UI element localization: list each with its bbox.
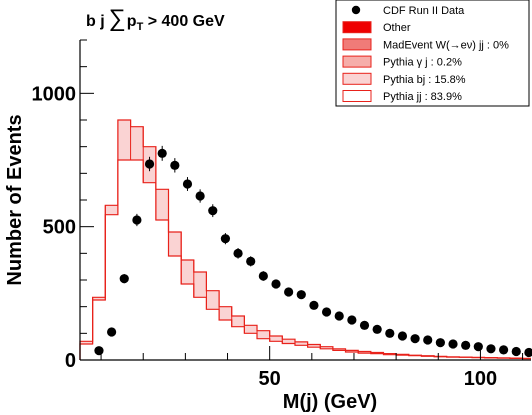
- title-p: p: [127, 13, 137, 30]
- legend-swatch: [342, 55, 372, 68]
- data-point: [246, 256, 256, 266]
- data-point: [309, 300, 319, 310]
- data-point: [271, 279, 281, 289]
- data-point: [296, 290, 306, 300]
- data-point: [170, 160, 180, 170]
- legend-label: MadEvent W(→eν) jj : 0%: [383, 39, 509, 51]
- title-sub: T: [137, 21, 144, 33]
- title-suffix: > 400 GeV: [143, 13, 225, 30]
- data-point: [208, 206, 218, 216]
- ticks: 0 500 1000 50 100: [32, 39, 524, 390]
- data-point: [410, 334, 420, 344]
- data-point: [107, 327, 117, 337]
- x-axis-title: M(j) (GeV): [283, 391, 377, 413]
- data-point: [157, 148, 167, 158]
- legend-swatch: [342, 21, 372, 34]
- data-point: [486, 344, 496, 354]
- data-point: [461, 340, 471, 350]
- data-point: [132, 215, 142, 225]
- data-point: [423, 335, 433, 345]
- legend-swatch: [342, 90, 372, 102]
- y-axis-title: Number of Events: [4, 114, 26, 285]
- data-point: [524, 347, 532, 358]
- legend-marker: [351, 5, 361, 15]
- histogram-stack: [79, 119, 531, 360]
- data-point: [448, 339, 458, 349]
- legend-box: [335, 0, 530, 107]
- legend-label: CDF Run II Data: [383, 5, 465, 17]
- data-point: [94, 346, 104, 356]
- data-point: [321, 307, 332, 317]
- data-point: [511, 346, 521, 357]
- data-point: [119, 274, 129, 284]
- data-point: [220, 234, 231, 244]
- y-tick-label: 0: [65, 350, 76, 372]
- legend-label: Pythia γ j : 0.2%: [383, 57, 462, 69]
- y-tick-label: 1000: [32, 83, 77, 105]
- svg-text:b j∑pT > 400 GeV: b j ∑pT > 400 GeV: [86, 5, 225, 33]
- legend-swatch: [342, 72, 372, 85]
- data-point: [359, 320, 370, 330]
- legend-label: Pythia jj : 83.9%: [383, 91, 462, 103]
- data-point: [233, 248, 243, 258]
- data-point: [284, 287, 294, 297]
- data-point: [347, 315, 357, 325]
- pythia-bj-band: [80, 120, 531, 359]
- data-point: [372, 324, 382, 334]
- data-point: [144, 159, 155, 169]
- legend-swatch: [342, 38, 372, 51]
- data-point: [334, 311, 344, 321]
- legend-label: Other: [383, 22, 411, 34]
- legend-label: Pythia bj : 15.8%: [383, 74, 466, 86]
- title-prefix: b j: [86, 13, 105, 30]
- legend: CDF Run II Data Other MadEvent W(→eν) jj :…: [335, 0, 530, 107]
- x-tick-label: 50: [259, 368, 281, 390]
- data-point: [258, 271, 268, 281]
- data-point: [195, 191, 205, 201]
- data-point: [397, 331, 408, 341]
- data-point: [499, 345, 509, 355]
- data-points: [94, 145, 532, 358]
- title-sum-symbol: ∑: [109, 5, 126, 32]
- data-point: [473, 342, 483, 352]
- y-tick-label: 500: [43, 217, 76, 239]
- x-tick-label: 100: [464, 368, 497, 390]
- data-point: [385, 328, 395, 338]
- chart-title: b j ∑pT > 400 GeV: [86, 5, 225, 33]
- data-point: [435, 338, 445, 348]
- data-point: [182, 179, 193, 189]
